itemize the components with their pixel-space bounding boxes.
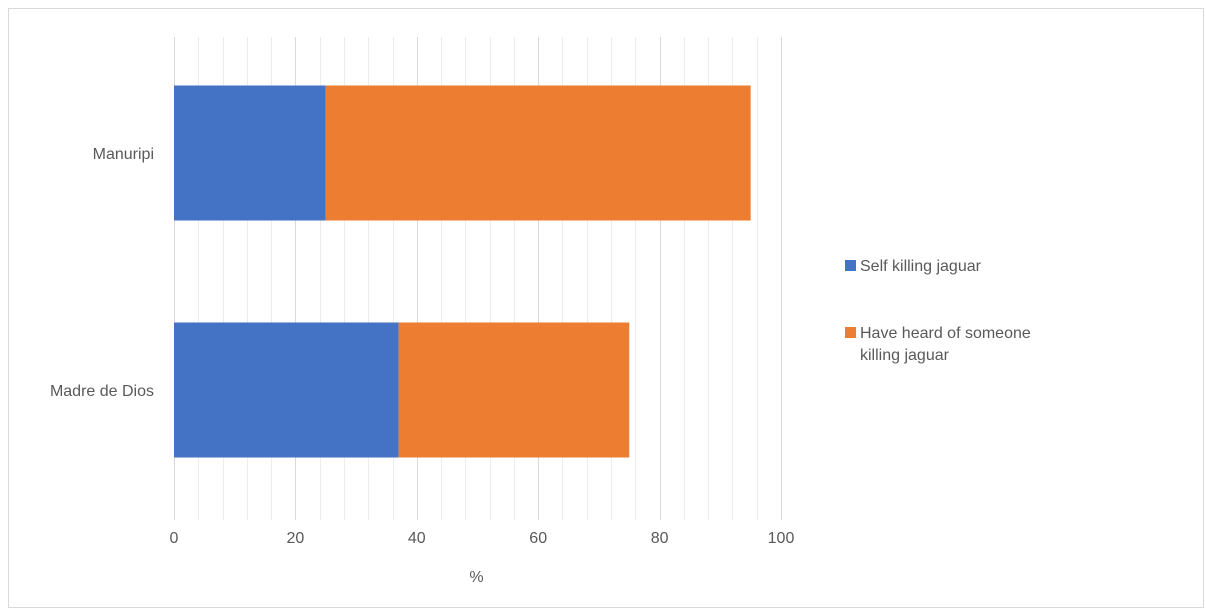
legend-swatch [845,260,856,271]
legend: Self killing jaguar Have heard of someone… [845,258,1031,364]
bar-madre-de-dios-series-1 [174,322,399,458]
bar-manuripi-series-1 [174,85,326,221]
legend-label: Have heard of someone killing jaguar [860,325,1031,364]
bar-manuripi-series-2 [325,85,751,221]
category-labels: Manuripi Madre de Dios [50,146,154,400]
x-tick-label: 80 [651,530,669,547]
legend-label: Self killing jaguar [860,258,982,275]
x-tick-label: 0 [170,530,179,547]
x-tick-label: 20 [287,530,305,547]
x-tick-label: 60 [529,530,547,547]
legend-swatch [845,327,856,338]
x-axis-title: % [469,569,483,586]
bar-madre-de-dios-series-2 [398,322,630,458]
x-tick-label: 40 [408,530,426,547]
bars [174,85,751,458]
x-tick-label: 100 [768,530,795,547]
category-label: Madre de Dios [50,383,154,400]
x-tick-labels: 0 20 40 60 80 100 [170,530,795,547]
category-label: Manuripi [93,146,154,163]
